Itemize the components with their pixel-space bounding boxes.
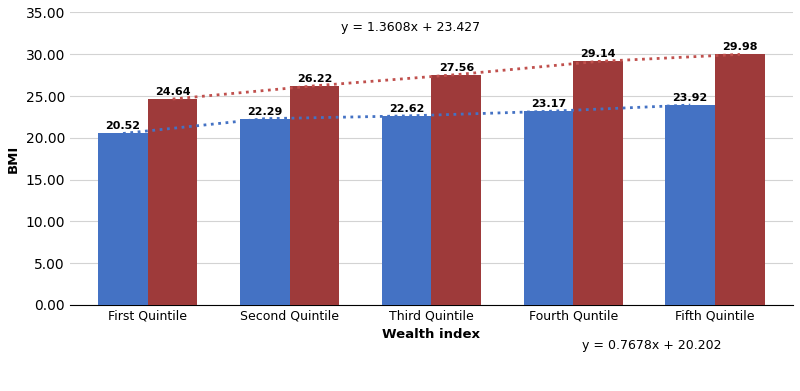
Text: 23.92: 23.92 — [673, 93, 708, 103]
Bar — [715, 54, 765, 305]
Bar — [98, 133, 148, 305]
X-axis label: Wealth index: Wealth index — [382, 328, 481, 341]
Text: 20.52: 20.52 — [106, 121, 141, 131]
Text: y = 0.7678x + 20.202: y = 0.7678x + 20.202 — [582, 339, 721, 352]
Text: y = 1.3608x + 23.427: y = 1.3608x + 23.427 — [341, 21, 480, 34]
Text: 29.98: 29.98 — [722, 42, 758, 52]
Text: 29.14: 29.14 — [580, 49, 616, 59]
Text: 23.17: 23.17 — [531, 99, 566, 109]
Bar — [148, 99, 198, 305]
Text: 26.22: 26.22 — [297, 74, 332, 84]
Bar — [382, 116, 431, 305]
Text: 22.29: 22.29 — [247, 107, 282, 117]
Bar — [240, 119, 290, 305]
Text: 22.62: 22.62 — [389, 104, 424, 114]
Text: 27.56: 27.56 — [438, 63, 474, 73]
Bar — [290, 86, 339, 305]
Bar — [666, 105, 715, 305]
Bar — [524, 111, 574, 305]
Y-axis label: BMI: BMI — [7, 145, 20, 173]
Bar — [431, 75, 481, 305]
Bar — [574, 61, 623, 305]
Text: 24.64: 24.64 — [155, 87, 190, 97]
